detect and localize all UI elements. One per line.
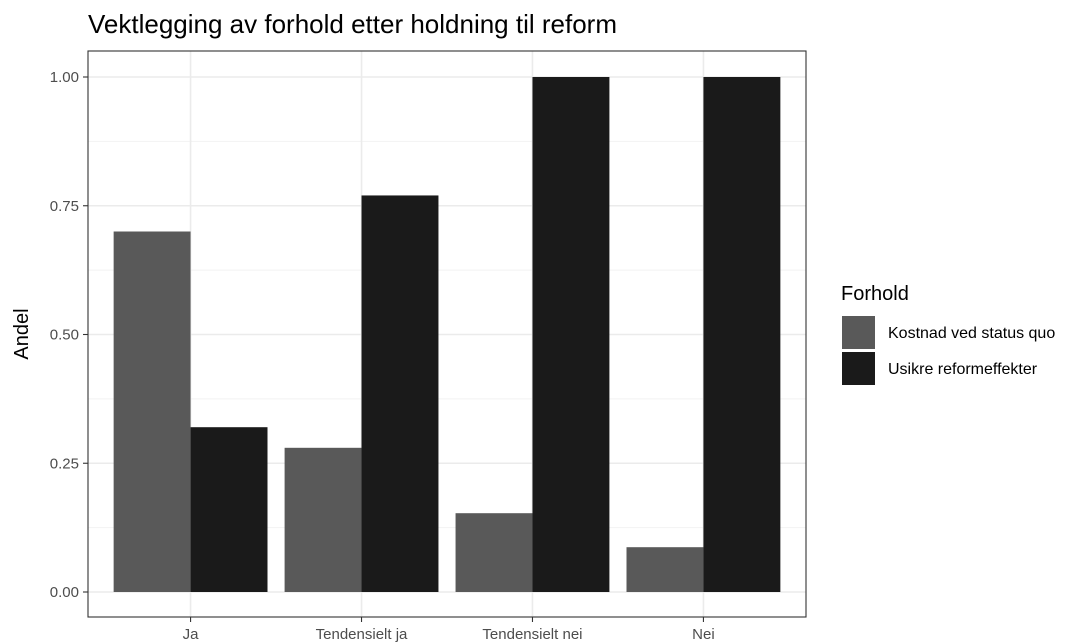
x-tick-label: Tendensielt nei <box>482 626 582 643</box>
y-tick-label: 0.25 <box>50 455 79 472</box>
legend-label: Kostnad ved status quo <box>888 325 1055 342</box>
bar <box>113 231 191 592</box>
y-axis-title: Andel <box>11 308 33 359</box>
legend-key <box>842 316 875 349</box>
bar <box>703 77 781 592</box>
legend-key <box>842 352 875 385</box>
x-tick-label: Ja <box>183 626 200 643</box>
x-tick-label: Tendensielt ja <box>316 626 408 643</box>
x-tick-label: Nei <box>692 626 715 643</box>
bar <box>455 513 533 592</box>
bar <box>284 447 362 592</box>
y-tick-label: 0.50 <box>50 327 79 344</box>
y-axis: 0.00 0.25 0.50 0.75 1.00 <box>50 69 88 601</box>
x-axis: Ja Tendensielt ja Tendensielt nei Nei <box>183 617 715 643</box>
chart-title: Vektlegging av forhold etter holdning ti… <box>88 9 617 39</box>
y-tick-label: 0.75 <box>50 198 79 215</box>
y-tick-label: 1.00 <box>50 69 79 86</box>
legend-label: Usikre reformeffekter <box>888 361 1038 378</box>
bar <box>361 195 439 592</box>
legend-title: Forhold <box>841 283 909 305</box>
y-tick-label: 0.00 <box>50 584 79 601</box>
bar <box>532 77 610 592</box>
legend: Forhold Kostnad ved status quo Usikre ref… <box>841 283 1055 385</box>
bar <box>626 547 704 592</box>
bars <box>113 77 781 592</box>
bar <box>190 427 268 592</box>
